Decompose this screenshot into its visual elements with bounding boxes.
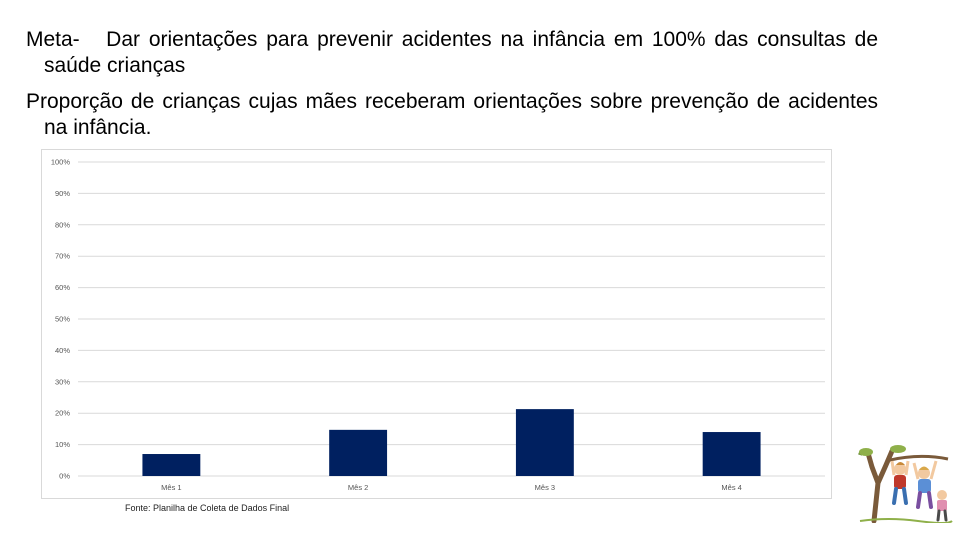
bar <box>329 429 388 476</box>
gridlines <box>78 161 825 477</box>
y-tick-label: 0% <box>59 472 70 481</box>
chart-source-note: Fonte: Planilha de Coleta de Dados Final <box>125 503 290 513</box>
x-tick-label: Mês 4 <box>721 483 741 492</box>
y-tick-label: 70% <box>55 252 70 261</box>
x-tick-label: Mês 1 <box>161 483 181 492</box>
goal-text: Meta- Dar orientações para prevenir acid… <box>26 27 878 79</box>
y-tick-label: 60% <box>55 283 70 292</box>
y-axis-ticks: 0% 10% 20% 30% 40% 50% 60% 70% 80% 90% 100% <box>51 158 71 481</box>
bars <box>142 409 761 476</box>
y-tick-label: 40% <box>55 346 70 355</box>
bar <box>702 432 761 476</box>
y-tick-label: 10% <box>55 440 70 449</box>
y-tick-label: 50% <box>55 315 70 324</box>
bar <box>142 454 201 476</box>
bar <box>515 409 574 476</box>
y-tick-label: 100% <box>51 158 71 167</box>
children-playing-tree-icon <box>858 445 953 523</box>
x-axis-ticks: Mês 1 Mês 2 Mês 3 Mês 4 <box>161 483 742 492</box>
goal-description: Dar orientações para prevenir acidentes … <box>44 28 878 77</box>
y-tick-label: 20% <box>55 409 70 418</box>
y-tick-label: 80% <box>55 220 70 229</box>
indicator-description: Proporção de crianças cujas mães receber… <box>26 90 878 139</box>
x-tick-label: Mês 2 <box>348 483 368 492</box>
goal-prefix: Meta- <box>26 28 80 51</box>
y-tick-label: 90% <box>55 189 70 198</box>
y-tick-label: 30% <box>55 377 70 386</box>
x-tick-label: Mês 3 <box>535 483 555 492</box>
indicator-text: Proporção de crianças cujas mães receber… <box>26 89 878 141</box>
